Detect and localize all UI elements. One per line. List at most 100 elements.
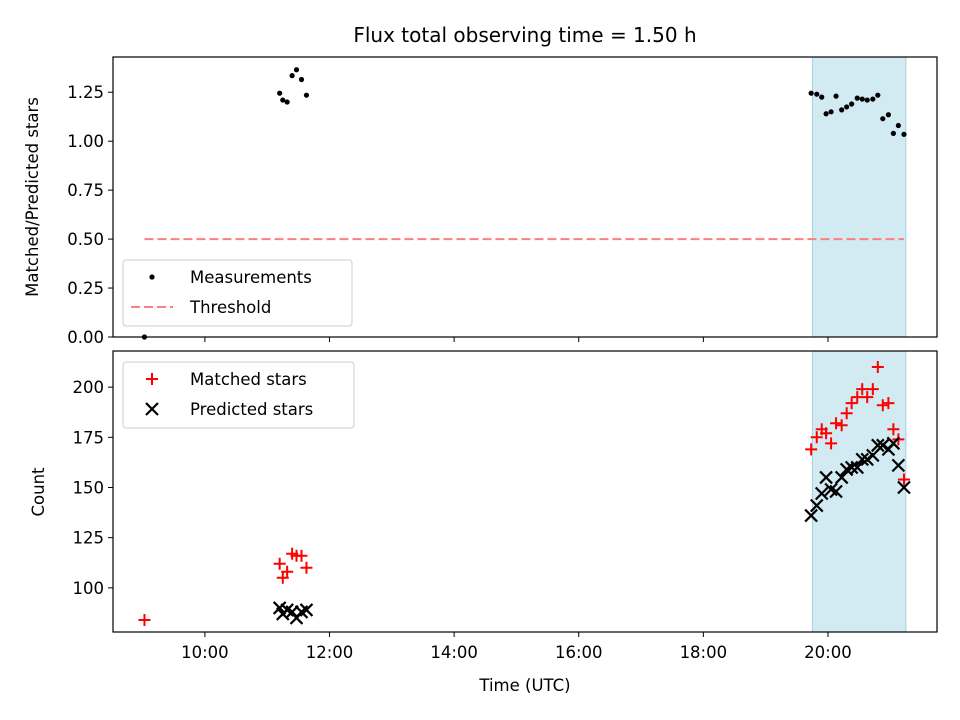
data-point [880,116,886,122]
legend-marker [146,373,158,385]
data-point [810,431,823,444]
data-point [871,361,884,374]
panel-ratio: 0.00 0.25 0.50 0.75 1.00 1.25 Measurements Thre… [67,56,938,347]
y-tick-label: 150 [73,478,105,497]
highlight-span [811,56,907,338]
legend-marker [145,402,159,416]
data-point [901,131,907,137]
legend-marker [149,274,155,280]
data-point [819,94,825,100]
data-point [885,112,892,118]
data-point [834,470,849,485]
data-point [861,391,874,404]
data-point [805,443,818,456]
data-point [819,470,833,485]
data-point [814,91,820,97]
x-tick-label: 20:00 [804,643,852,662]
data-point [281,565,294,578]
data-point [856,383,869,396]
panel-count: 100 125 150 175 200 10:00 12:00 14:00 16:00 18:00… [73,350,938,662]
series-measurements [141,67,907,340]
data-point [887,423,900,436]
x-tick-label: 16:00 [555,643,603,662]
y-tick-label: 0.00 [67,328,104,347]
data-point [859,96,865,102]
data-point [825,437,838,450]
chart-title: Flux total observing time = 1.50 h [353,23,696,47]
axes-frame [112,350,938,633]
data-point [876,399,889,412]
data-point [840,407,853,420]
x-axis-label: Time (UTC) [478,676,570,695]
data-point [871,438,885,453]
y-tick-label: 0.50 [67,230,104,249]
data-point [891,458,906,473]
axes-frame [112,56,938,338]
y-tick-label: 100 [73,579,105,598]
plot-layer: 0.00 0.25 0.50 0.75 1.00 1.25 Measurements Thre… [67,56,938,662]
legend-label: Threshold [189,298,271,317]
data-point [886,436,901,451]
series-matched-stars [138,361,910,626]
x-tick-label: 10:00 [181,643,229,662]
x-tick-label: 12:00 [306,643,354,662]
y-tick-label: 175 [73,428,105,447]
data-point [808,90,814,96]
data-point [839,107,845,113]
data-point [854,95,860,101]
data-point [870,96,876,102]
data-point [830,417,843,430]
legend: Measurements Threshold [122,259,353,327]
data-point [850,460,865,475]
legend-box [122,361,355,429]
legend-label: Measurements [190,268,312,287]
x-tick-label: 14:00 [430,643,478,662]
data-point [864,97,870,103]
legend-label: Matched stars [190,370,307,389]
data-point [303,92,310,98]
data-point [845,397,858,410]
data-point [809,498,824,513]
data-point [875,92,881,98]
highlight-span [811,350,907,633]
data-point [890,130,896,136]
data-point [895,122,901,129]
data-point [866,448,880,463]
data-point [804,508,818,523]
x-tick-label: 18:00 [680,643,728,662]
data-point [138,613,151,626]
data-point [289,73,295,79]
data-point [849,101,855,107]
legend-label: Predicted stars [190,400,313,419]
data-point [299,603,314,617]
data-point [295,549,308,562]
bottom-y-axis-label: Count [29,467,48,517]
data-point [833,93,839,99]
top-y-axis-label: Matched/Predicted stars [23,97,42,297]
data-point [897,473,910,486]
data-point [293,67,300,73]
data-point [855,452,870,467]
data-point [844,460,859,475]
data-point [277,90,283,96]
data-point [273,557,286,570]
y-tick-label: 1.25 [67,83,104,102]
data-point [820,427,833,440]
y-tick-label: 125 [73,529,105,548]
data-point [876,438,890,453]
y-tick-label: 0.25 [67,279,104,298]
y-tick-label: 200 [73,378,105,397]
data-point [835,419,848,432]
y-tick-label: 1.00 [67,132,104,151]
data-point [823,111,829,117]
data-point [300,561,313,574]
data-point [860,452,874,467]
data-point [829,484,843,499]
data-point [828,109,834,115]
data-point [897,480,911,495]
data-point [276,571,289,584]
legend: Matched stars Predicted stars [122,361,355,429]
data-point [280,97,286,103]
data-point [284,99,290,105]
